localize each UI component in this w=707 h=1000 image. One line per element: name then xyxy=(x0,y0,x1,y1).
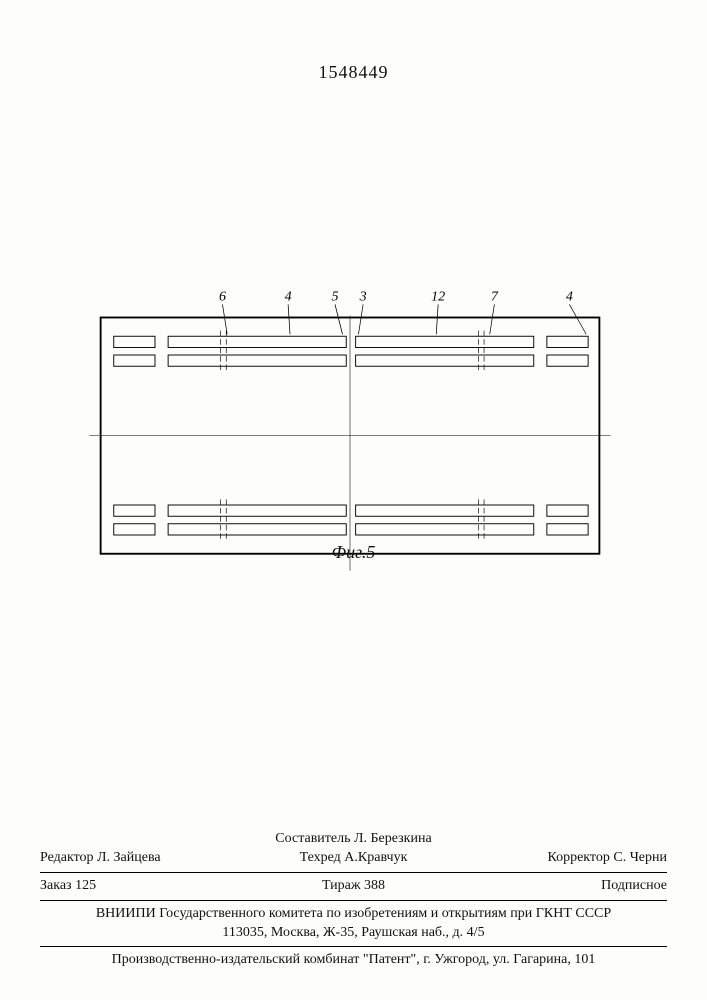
svg-text:7: 7 xyxy=(491,289,499,305)
corrector-label: Корректор xyxy=(547,850,609,865)
figure-caption: Фиг.5 xyxy=(0,542,707,563)
figure-5: 6 4 5 3 12 7 4 xyxy=(84,280,616,532)
compiler-name: Л. Березкина xyxy=(354,831,432,846)
svg-text:4: 4 xyxy=(285,289,292,305)
divider xyxy=(40,946,667,947)
svg-text:3: 3 xyxy=(359,289,367,305)
imprint-footer: Составитель Л. Березкина Редактор Л. Зай… xyxy=(40,830,667,970)
techred-name: А.Кравчук xyxy=(344,850,407,865)
corrector-name: С. Черни xyxy=(613,850,667,865)
tirazh-value: 388 xyxy=(364,878,385,893)
svg-text:12: 12 xyxy=(431,289,445,305)
svg-text:6: 6 xyxy=(219,289,226,305)
compiler-label: Составитель xyxy=(275,831,350,846)
editor-label: Редактор xyxy=(40,850,94,865)
document-number: 1548449 xyxy=(0,62,707,83)
org-line-2: 113035, Москва, Ж-35, Раушская наб., д. … xyxy=(40,924,667,943)
subscription-label: Подписное xyxy=(601,878,667,893)
editor-name: Л. Зайцева xyxy=(97,850,161,865)
svg-text:4: 4 xyxy=(566,289,573,305)
printer-line: Производственно-издательский комбинат "П… xyxy=(40,951,667,970)
order-value: 125 xyxy=(75,878,96,893)
order-label: Заказ xyxy=(40,878,72,893)
tirazh-label: Тираж xyxy=(322,878,361,893)
divider xyxy=(40,872,667,873)
divider xyxy=(40,900,667,901)
techred-label: Техред xyxy=(300,850,341,865)
org-line-1: ВНИИПИ Государственного комитета по изоб… xyxy=(40,905,667,924)
svg-text:5: 5 xyxy=(331,289,338,305)
